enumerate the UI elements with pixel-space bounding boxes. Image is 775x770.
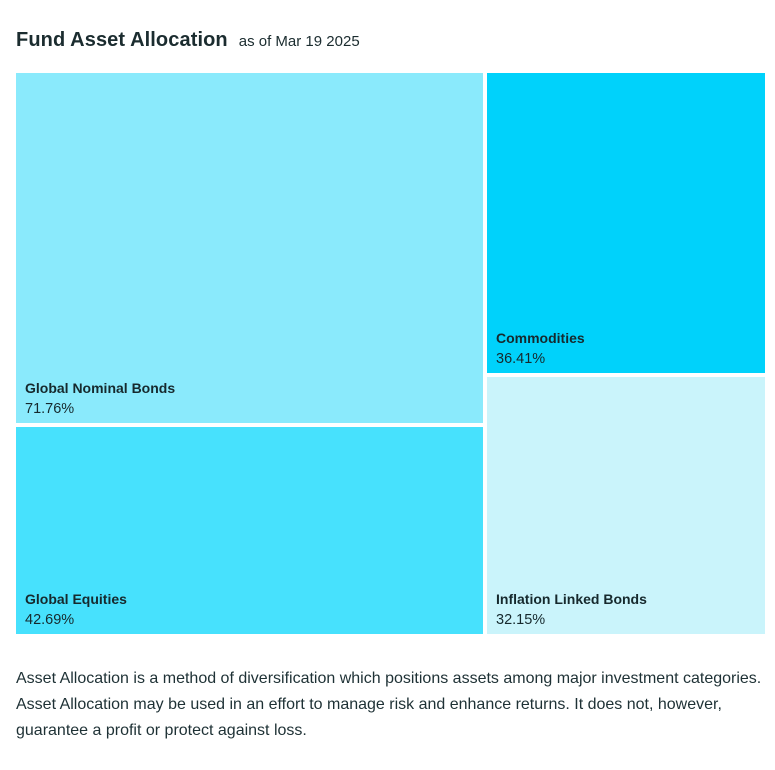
- treemap-cell-label-block: Commodities 36.41%: [496, 329, 585, 368]
- treemap-cell-global-nominal-bonds[interactable]: Global Nominal Bonds 71.76%: [16, 73, 483, 423]
- asset-allocation-treemap: Global Nominal Bonds 71.76% Commodities …: [16, 73, 765, 634]
- chart-as-of-date: as of Mar 19 2025: [238, 33, 360, 50]
- treemap-cell-name: Inflation Linked Bonds: [496, 591, 647, 607]
- treemap-cell-value: 32.15%: [496, 612, 546, 628]
- chart-header: Fund Asset Allocation as of Mar 19 2025: [16, 29, 360, 52]
- treemap-cell-label-block: Global Equities 42.69%: [25, 590, 127, 629]
- treemap-cell-name: Commodities: [496, 330, 585, 346]
- treemap-cell-value: 71.76%: [25, 401, 75, 417]
- treemap-cell-inflation-linked-bonds[interactable]: Inflation Linked Bonds 32.15%: [487, 377, 765, 634]
- treemap-cell-global-equities[interactable]: Global Equities 42.69%: [16, 427, 483, 634]
- treemap-cell-name: Global Nominal Bonds: [25, 380, 176, 396]
- asset-allocation-disclaimer: Asset Allocation is a method of diversif…: [16, 670, 762, 739]
- treemap-cell-value: 36.41%: [496, 351, 546, 367]
- treemap-cell-label-block: Global Nominal Bonds 71.76%: [25, 379, 175, 418]
- treemap-cell-value: 42.69%: [25, 612, 75, 628]
- treemap-cell-commodities[interactable]: Commodities 36.41%: [487, 73, 765, 373]
- treemap-cell-label-block: Inflation Linked Bonds 32.15%: [496, 590, 647, 629]
- treemap-cell-name: Global Equities: [25, 591, 127, 607]
- chart-title: Fund Asset Allocation: [16, 29, 228, 51]
